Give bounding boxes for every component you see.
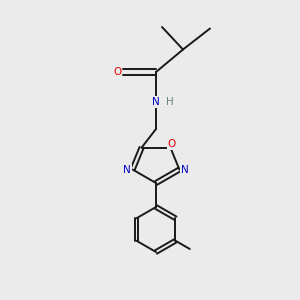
Text: O: O [113,67,122,77]
Text: N: N [123,164,131,175]
Text: N: N [181,164,189,175]
Text: H: H [166,97,173,107]
Text: O: O [168,139,176,149]
Text: N: N [152,97,160,107]
